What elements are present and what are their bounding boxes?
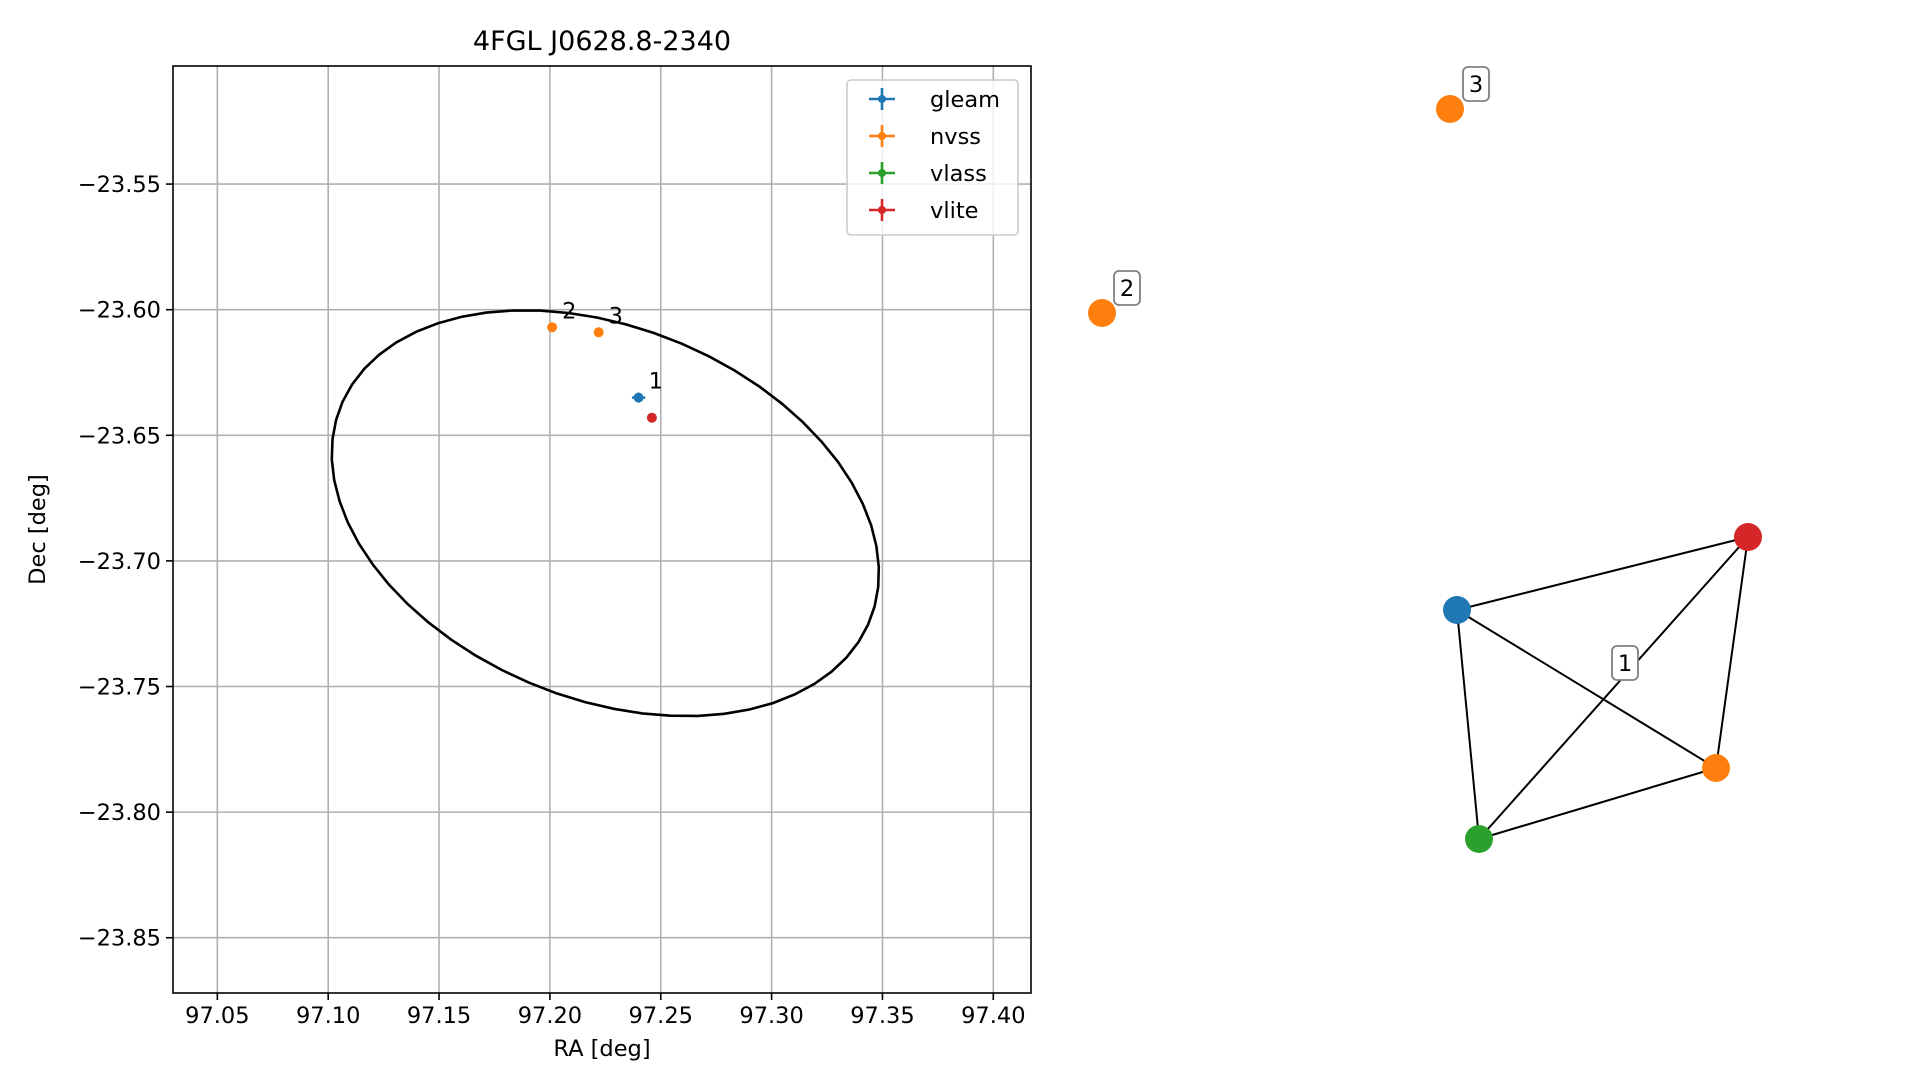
data-points: 1 2 3: [547, 298, 663, 423]
chart-title: 4FGL J0628.8-2340: [473, 26, 731, 57]
graph-node-label-box: [1113, 270, 1141, 306]
x-tick-label: 97.40: [961, 1003, 1025, 1029]
y-axis-label: Dec [deg]: [25, 474, 51, 585]
legend-vlass-dot: [878, 169, 886, 177]
point-label: 2: [562, 298, 576, 324]
graph-edge: [1478, 536, 1749, 840]
graph-edge: [1478, 767, 1717, 840]
error-ellipse: [330, 309, 881, 718]
graph-edge: [1456, 609, 1717, 769]
legend-nvss-label: nvss: [930, 124, 981, 150]
x-axis-label: RA [deg]: [553, 1036, 650, 1062]
graph-edge: [1456, 609, 1480, 840]
x-tick-label: 97.10: [296, 1003, 360, 1029]
point-label: 1: [649, 369, 663, 395]
x-tick-label: 97.20: [518, 1003, 582, 1029]
graph-node: [1443, 596, 1471, 624]
y-tick-label: −23.65: [78, 423, 161, 449]
legend-nvss-dot: [878, 132, 886, 140]
error-ellipse-path: [330, 309, 881, 718]
network-graph: 3 2 1: [1088, 66, 1762, 853]
y-tick-label: −23.55: [78, 172, 161, 198]
graph-node: [1436, 95, 1464, 123]
grid-lines: [173, 66, 1031, 993]
legend-vlass-label: vlass: [930, 161, 987, 187]
y-tick-label: −23.70: [78, 549, 161, 575]
graph-edge: [1715, 536, 1749, 769]
plot-frame: [172, 65, 1032, 994]
graph-node: [1465, 825, 1493, 853]
legend-gleam-dot: [878, 95, 886, 103]
y-tick-label: −23.75: [78, 675, 161, 701]
gleam-point: [633, 392, 644, 403]
vlite-point: [646, 412, 657, 423]
graph-node-label: 2: [1120, 276, 1134, 302]
legend-vlite-dot: [878, 206, 886, 214]
x-tick-label: 97.05: [185, 1003, 249, 1029]
x-tick-label: 97.30: [739, 1003, 803, 1029]
graph-node-label: 3: [1469, 72, 1483, 98]
graph-node: [1702, 754, 1730, 782]
y-axis-ticks: −23.55 −23.60 −23.65 −23.70 −23.75 −23.80 −23.…: [78, 172, 173, 952]
graph-edge: [1456, 536, 1749, 611]
y-tick-label: −23.80: [78, 800, 161, 826]
y-tick-label: −23.85: [78, 926, 161, 952]
legend-box: [846, 79, 1019, 236]
x-tick-label: 97.35: [850, 1003, 914, 1029]
x-tick-label: 97.15: [407, 1003, 471, 1029]
nvss-point: [547, 322, 558, 333]
y-tick-label: −23.60: [78, 298, 161, 324]
legend-gleam-label: gleam: [930, 87, 1000, 113]
graph-node: [1734, 523, 1762, 551]
legend: gleam nvss vlass vlite: [846, 79, 1019, 236]
x-tick-label: 97.25: [629, 1003, 693, 1029]
legend-vlite-label: vlite: [930, 198, 978, 224]
x-axis-ticks: 97.05 97.10 97.15 97.20 97.25 97.30 97.35 97.40: [185, 993, 1026, 1029]
graph-group-label: 1: [1618, 651, 1632, 677]
nvss-point: [593, 327, 604, 338]
graph-node-label-box: [1462, 66, 1490, 102]
point-label: 3: [609, 303, 623, 329]
graph-group-label-box: [1611, 645, 1639, 681]
graph-node: [1088, 299, 1116, 327]
